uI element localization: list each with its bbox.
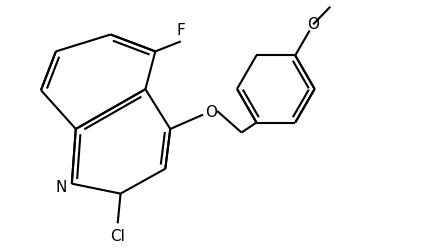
Text: F: F: [177, 23, 185, 38]
Text: N: N: [55, 179, 66, 194]
Text: Cl: Cl: [110, 228, 125, 243]
Text: O: O: [205, 104, 217, 119]
Text: O: O: [308, 17, 319, 32]
